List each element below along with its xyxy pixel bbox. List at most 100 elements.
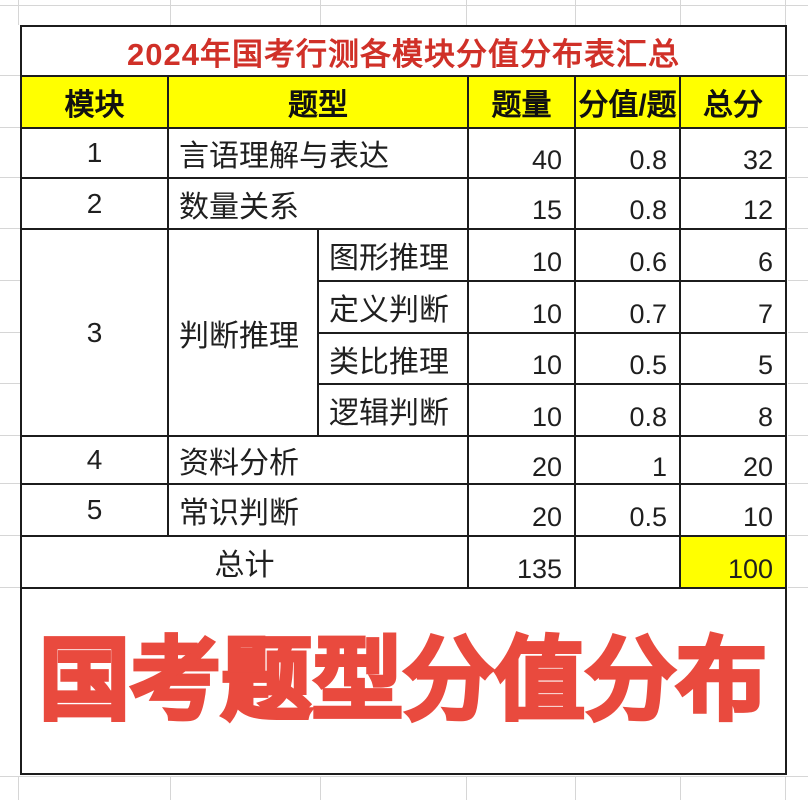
gridline	[170, 776, 171, 800]
cell-module-3[interactable]: 3	[20, 228, 169, 437]
cell-per-3c[interactable]: 0.5	[574, 332, 681, 385]
cell-grand-total[interactable]: 100	[679, 535, 787, 589]
gridline	[785, 776, 786, 800]
cell-grand-per[interactable]	[574, 535, 681, 589]
header-type-cell[interactable]: 题型	[167, 75, 469, 129]
gridline	[0, 483, 20, 484]
cell-subtype-3b[interactable]: 定义判断	[317, 280, 469, 334]
cell-total-1[interactable]: 32	[679, 127, 787, 179]
gridline	[320, 0, 321, 25]
cell-subtype-3a[interactable]: 图形推理	[317, 228, 469, 282]
gridline	[788, 435, 808, 436]
cell-total-4[interactable]: 20	[679, 435, 787, 485]
cell-type-2[interactable]: 数量关系	[167, 177, 469, 230]
gridline	[0, 75, 20, 76]
gridline	[788, 535, 808, 536]
gridline	[788, 177, 808, 178]
cell-count-3c[interactable]: 10	[467, 332, 576, 385]
table-row: 3 判断推理 图形推理 10 0.6 6	[20, 228, 787, 437]
gridline	[0, 127, 20, 128]
cell-module-1[interactable]: 1	[20, 127, 169, 179]
cell-count-2[interactable]: 15	[467, 177, 576, 230]
gridline	[680, 0, 681, 25]
cell-per-3a[interactable]: 0.6	[574, 228, 681, 282]
gridline	[18, 0, 19, 25]
cell-per-3d[interactable]: 0.8	[574, 383, 681, 437]
gridline	[0, 435, 20, 436]
cell-group-3[interactable]: 判断推理	[167, 228, 319, 437]
cell-subtype-3d[interactable]: 逻辑判断	[317, 383, 469, 437]
gridline	[788, 280, 808, 281]
gridline	[466, 0, 467, 25]
gridline	[0, 332, 20, 333]
cell-count-4[interactable]: 20	[467, 435, 576, 485]
cell-banner[interactable]: 国考题型分值分布	[20, 587, 787, 775]
gridline	[18, 776, 19, 800]
gridline	[0, 177, 20, 178]
header-module-cell[interactable]: 模块	[20, 75, 169, 129]
cell-total-3b[interactable]: 7	[679, 280, 787, 334]
cell-count-1[interactable]: 40	[467, 127, 576, 179]
cell-module-5[interactable]: 5	[20, 483, 169, 537]
cell-total-3a[interactable]: 6	[679, 228, 787, 282]
cell-module-4[interactable]: 4	[20, 435, 169, 485]
score-table: 2024年国考行测各模块分值分布表汇总 模块 题型 题量 分值/题 总分 1 言…	[20, 25, 787, 775]
gridline	[575, 776, 576, 800]
table-row: 5 常识判断 20 0.5 10	[20, 483, 787, 537]
gridline	[0, 5, 808, 6]
cell-count-3a[interactable]: 10	[467, 228, 576, 282]
gridline	[575, 0, 576, 25]
cell-module-2[interactable]: 2	[20, 177, 169, 230]
banner-row: 国考题型分值分布	[20, 587, 787, 775]
grand-total-row: 总计 135 100	[20, 535, 787, 589]
gridline	[788, 383, 808, 384]
gridline	[788, 332, 808, 333]
cell-subtype-3c[interactable]: 类比推理	[317, 332, 469, 385]
table-title-cell[interactable]: 2024年国考行测各模块分值分布表汇总	[20, 25, 787, 77]
header-total-cell[interactable]: 总分	[679, 75, 787, 129]
cell-per-4[interactable]: 1	[574, 435, 681, 485]
cell-total-2[interactable]: 12	[679, 177, 787, 230]
cell-count-3d[interactable]: 10	[467, 383, 576, 437]
table-row: 类比推理 10 0.5 5	[21, 332, 787, 385]
cell-per-2[interactable]: 0.8	[574, 177, 681, 230]
gridline	[0, 535, 20, 536]
cell-per-5[interactable]: 0.5	[574, 483, 681, 537]
cell-type-5[interactable]: 常识判断	[167, 483, 469, 537]
table-row: 逻辑判断 10 0.8 8	[21, 383, 787, 437]
cell-count-5[interactable]: 20	[467, 483, 576, 537]
gridline	[785, 0, 786, 25]
cell-grand-label[interactable]: 总计	[20, 535, 469, 589]
gridline	[788, 75, 808, 76]
gridline	[320, 776, 321, 800]
gridline	[788, 483, 808, 484]
gridline	[0, 280, 20, 281]
gridline	[0, 587, 20, 588]
cell-per-1[interactable]: 0.8	[574, 127, 681, 179]
table-row: 4 资料分析 20 1 20	[20, 435, 787, 485]
gridline	[788, 587, 808, 588]
cell-total-3c[interactable]: 5	[679, 332, 787, 385]
gridline	[170, 0, 171, 25]
cell-total-3d[interactable]: 8	[679, 383, 787, 437]
gridline	[788, 228, 808, 229]
gridline	[0, 228, 20, 229]
gridline	[788, 127, 808, 128]
gridline	[466, 776, 467, 800]
cell-type-4[interactable]: 资料分析	[167, 435, 469, 485]
cell-per-3b[interactable]: 0.7	[574, 280, 681, 334]
header-score-per-cell[interactable]: 分值/题	[574, 75, 681, 129]
banner-text: 国考题型分值分布	[38, 631, 769, 731]
gridline	[0, 383, 20, 384]
table-row: 1 言语理解与表达 40 0.8 32	[20, 127, 787, 179]
cell-total-5[interactable]: 10	[679, 483, 787, 537]
cell-type-1[interactable]: 言语理解与表达	[167, 127, 469, 179]
gridline	[680, 776, 681, 800]
table-row: 2 数量关系 15 0.8 12	[20, 177, 787, 230]
table-row: 定义判断 10 0.7 7	[21, 280, 787, 334]
gridline	[0, 776, 808, 777]
cell-count-3b[interactable]: 10	[467, 280, 576, 334]
cell-grand-count[interactable]: 135	[467, 535, 576, 589]
header-count-cell[interactable]: 题量	[467, 75, 576, 129]
